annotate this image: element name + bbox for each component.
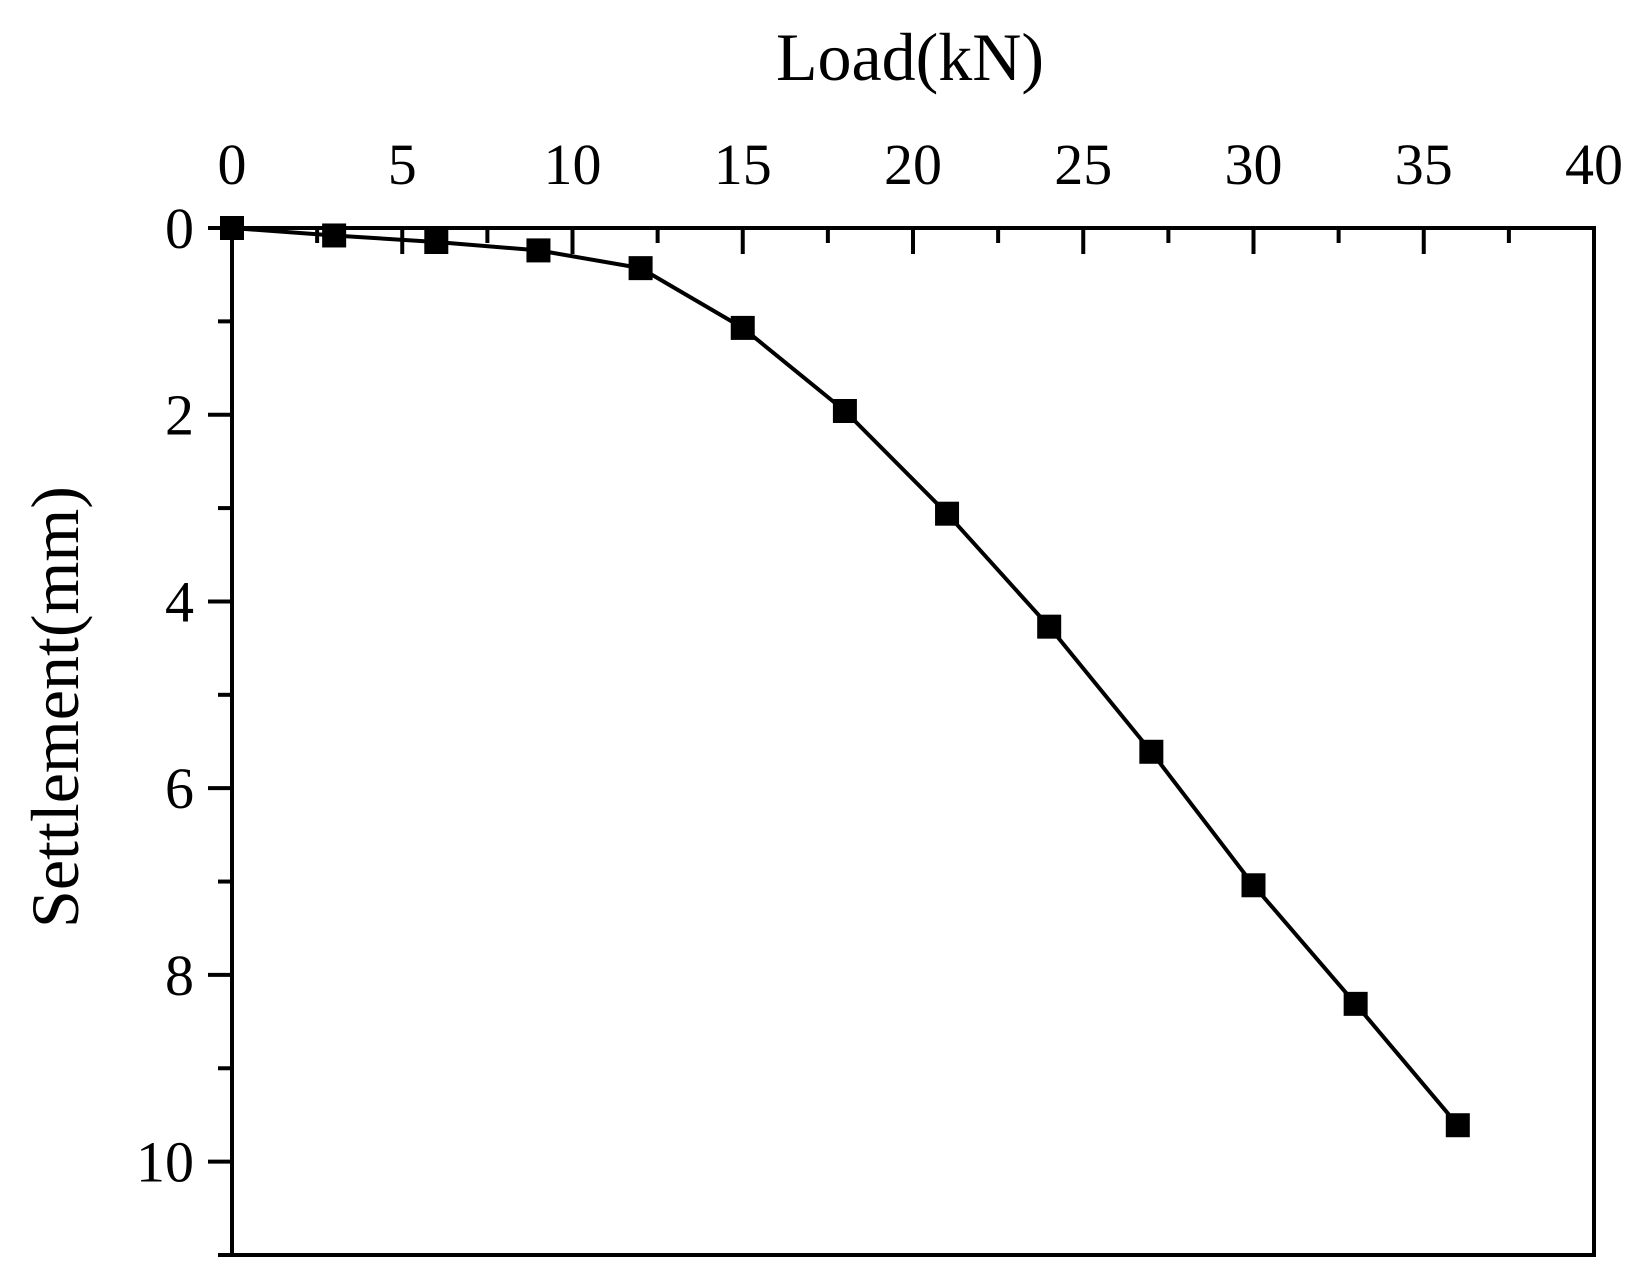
data-point-marker [526,238,551,263]
plot-frame [230,226,1596,1257]
x-tick-label: 25 [1054,132,1112,197]
y-tick-label: 10 [136,1130,194,1195]
data-point-marker [1139,739,1164,764]
data-point-marker [628,256,653,281]
y-tick-label: 0 [165,196,194,261]
x-tick-label: 15 [714,132,772,197]
plot-series [220,216,1470,1138]
y-tick-label: 8 [165,943,194,1008]
x-axis-title: Load(kN) [776,19,1044,95]
x-tick-label: 0 [218,132,247,197]
x-tick-label: 35 [1395,132,1453,197]
data-point-marker [424,230,449,255]
series-line [231,226,1460,1127]
y-axis-ticks: 0 2 4 6 8 10 [136,196,232,1257]
data-point-marker [1241,873,1266,898]
y-tick-label: 6 [165,756,194,821]
data-point-marker [935,501,960,526]
y-tick-label: 4 [165,569,194,634]
data-point-marker [730,315,755,340]
x-tick-label: 30 [1225,132,1283,197]
y-axis-title: Settlement(mm) [17,486,93,928]
data-point-marker [832,398,857,423]
data-point-marker [1343,991,1368,1016]
y-tick-label: 2 [165,383,194,448]
data-point-marker [1445,1113,1470,1138]
data-point-marker [1037,614,1062,639]
x-axis-ticks: 0 5 10 15 20 25 30 35 40 [218,132,1623,254]
x-tick-label: 20 [884,132,942,197]
x-tick-label: 10 [544,132,602,197]
x-tick-label: 5 [388,132,417,197]
x-tick-label: 40 [1565,132,1623,197]
